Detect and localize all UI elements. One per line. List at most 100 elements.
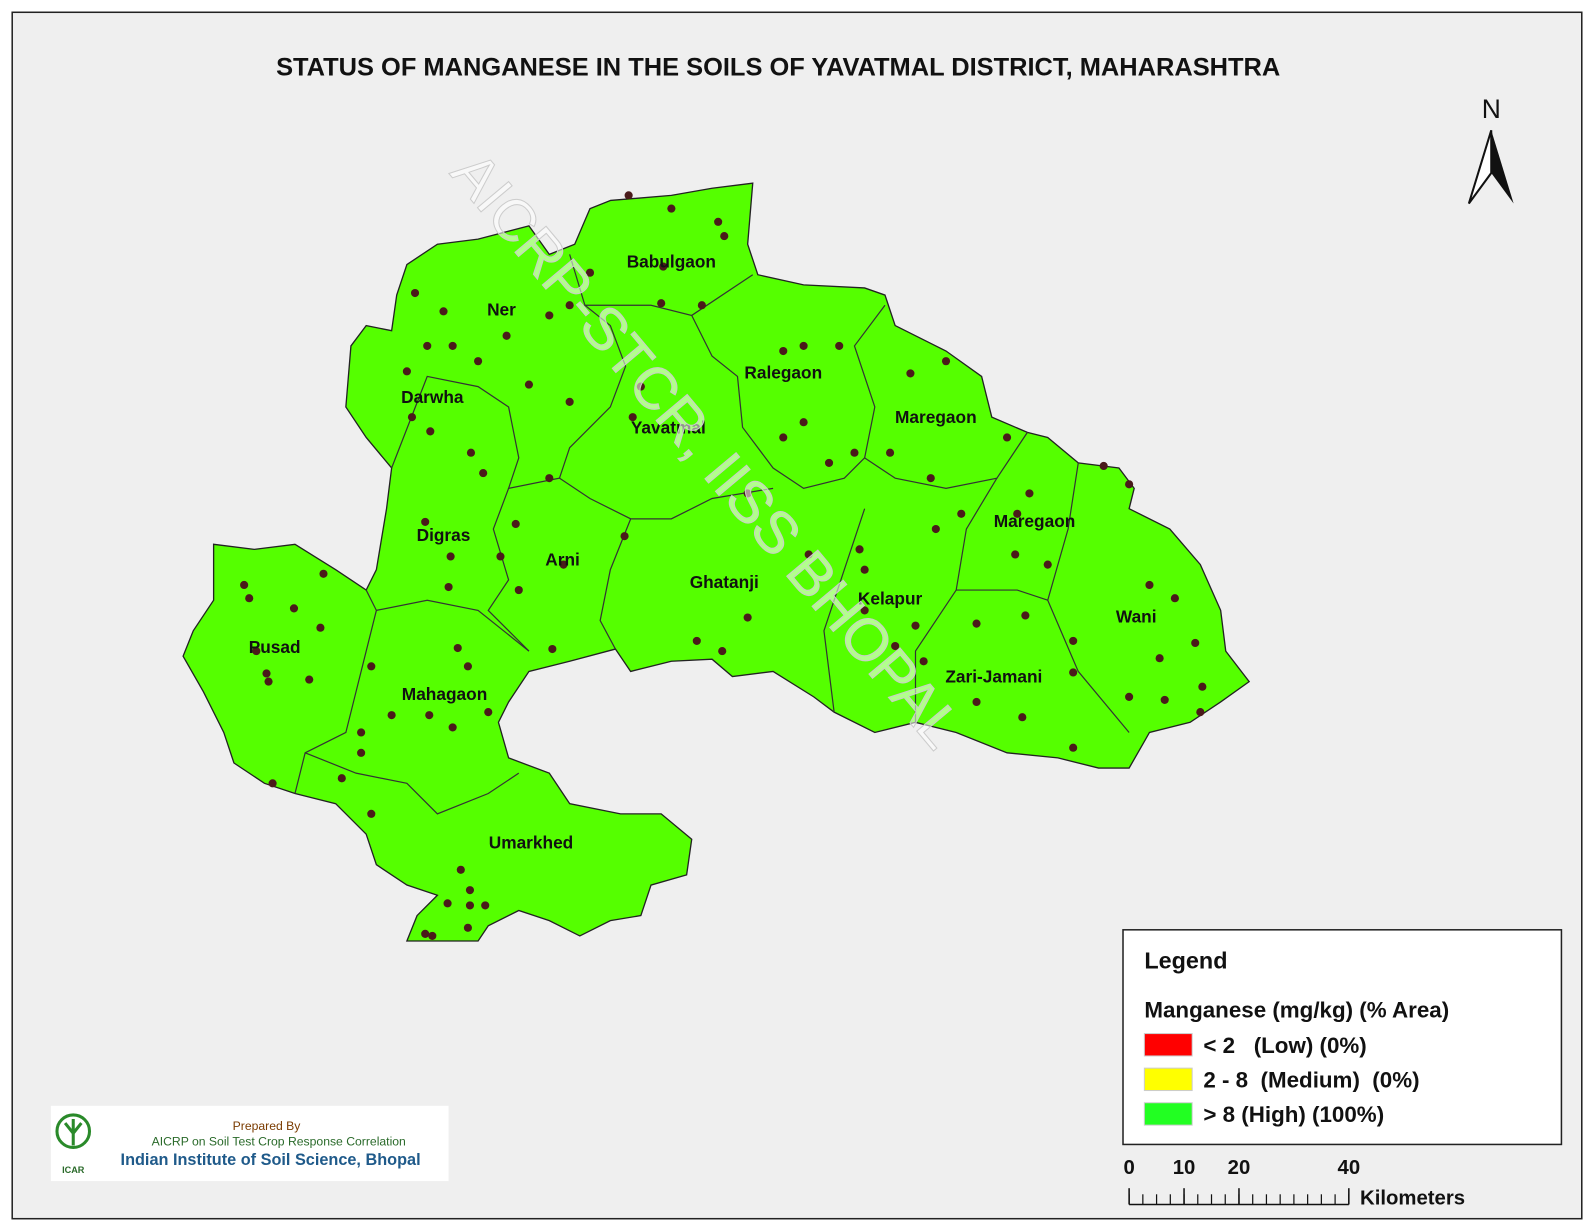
legend-swatch [1143,1067,1193,1092]
sample-point [456,865,465,874]
sample-point [474,357,483,366]
sample-point [502,331,511,340]
boundary [691,304,886,489]
sample-point [667,204,676,213]
sample-point [1196,708,1205,717]
sample-point [559,560,568,569]
sample-point [479,469,488,478]
sample-points [240,191,1207,940]
legend-items: < 2 (Low) (0%) 2 - 8 (Medium) (0%) > 8 (Hi… [1143,1033,1420,1127]
boundary [376,599,530,652]
legend-label: > 8 (High) (100%) [1203,1102,1384,1127]
logo-wheat [63,1119,83,1146]
district-label: Wani [1116,607,1157,627]
sample-point [1043,560,1052,569]
sample-point [1155,654,1164,663]
boundary [823,508,866,713]
boundary [864,432,1028,489]
sample-point [636,382,645,391]
district-label: Pusad [249,637,301,657]
sample-point [1099,461,1108,471]
sample-point [1002,433,1012,442]
district-labels: Babulgaon Ner Darwha Ralegaon Yavatmal Marega… [249,252,1157,853]
credit-prepared: Prepared By [233,1119,302,1133]
sample-point [466,448,476,457]
sample-point [337,774,346,783]
sample-point [850,448,859,457]
sample-point [931,524,940,534]
sample-point [407,413,417,422]
district-label: Zari-Jamani [945,667,1042,687]
sample-point [860,565,869,574]
boundary [294,589,378,794]
sample-point [906,369,915,378]
sample-point [453,643,462,653]
sample-point [860,606,869,615]
sample-point [1013,509,1022,518]
sample-point [252,647,261,656]
district-label: Babulgaon [627,252,716,272]
legend-box [1122,929,1563,1146]
sample-point [428,931,437,940]
sample-point [804,550,813,559]
sample-point [926,474,935,483]
sample-point [443,899,452,908]
sample-point [465,886,475,895]
sample-point [357,728,366,737]
map-title: STATUS OF MANGANESE IN THE SOILS OF YAVA… [276,53,1280,81]
sample-point [1069,636,1078,645]
sample-point [972,619,981,628]
sample-point [367,809,376,818]
sample-point [919,657,928,666]
credit-program: AICRP on Soil Test Crop Response Correla… [152,1134,406,1148]
logo-text: ICAR [62,1165,85,1175]
sample-point [264,677,273,686]
sample-point [410,288,420,298]
sample-point [446,552,455,561]
scale-bar: Kilometers 0 10 20 40 [1123,1157,1465,1210]
district-label: Ghatanji [690,572,759,592]
scale-tick-label: 0 [1123,1157,1134,1179]
sample-point [367,662,376,671]
legend: Legend Manganese (mg/kg) (% Area) < 2 (L… [1122,929,1563,1146]
boundary [391,375,774,520]
district-label: Kelapur [858,588,923,608]
sample-point [1198,682,1207,691]
sample-point [1170,594,1179,603]
sample-point [1011,550,1020,559]
internal-boundaries [294,254,1130,815]
sample-point [481,901,490,910]
scale-unit: Kilometers [1360,1187,1465,1209]
sample-point [421,929,430,938]
legend-label: 2 - 8 (Medium) (0%) [1203,1067,1419,1092]
sample-point [514,585,523,595]
sample-point [824,458,834,467]
credit-box [50,1105,449,1182]
scale-tick-label: 40 [1338,1157,1361,1179]
sample-point [357,748,366,757]
legend-subtitle: Manganese (mg/kg) (% Area) [1144,997,1449,1022]
sample-point [268,779,277,788]
credit: ICAR Prepared By AICRP on Soil Test Crop… [50,1105,449,1182]
boundary [956,589,1048,601]
sample-point [957,509,966,518]
sample-point [1125,480,1134,489]
sample-point [387,711,396,720]
sample-point [972,697,981,707]
sample-point [289,604,299,613]
district-label: Maregaon [895,407,977,427]
sample-point [855,545,864,554]
sample-point [692,636,701,645]
sample-point [565,397,574,406]
sample-point [545,311,554,320]
sample-point [548,644,557,654]
sample-point [448,723,457,732]
legend-title: Legend [1144,947,1227,973]
sample-point [657,299,666,308]
boundary [599,518,632,650]
sample-point [620,532,629,541]
boundary [487,488,530,652]
district-outline [182,182,1251,942]
scale-tick-label: 10 [1173,1157,1196,1179]
sample-point [496,552,505,561]
